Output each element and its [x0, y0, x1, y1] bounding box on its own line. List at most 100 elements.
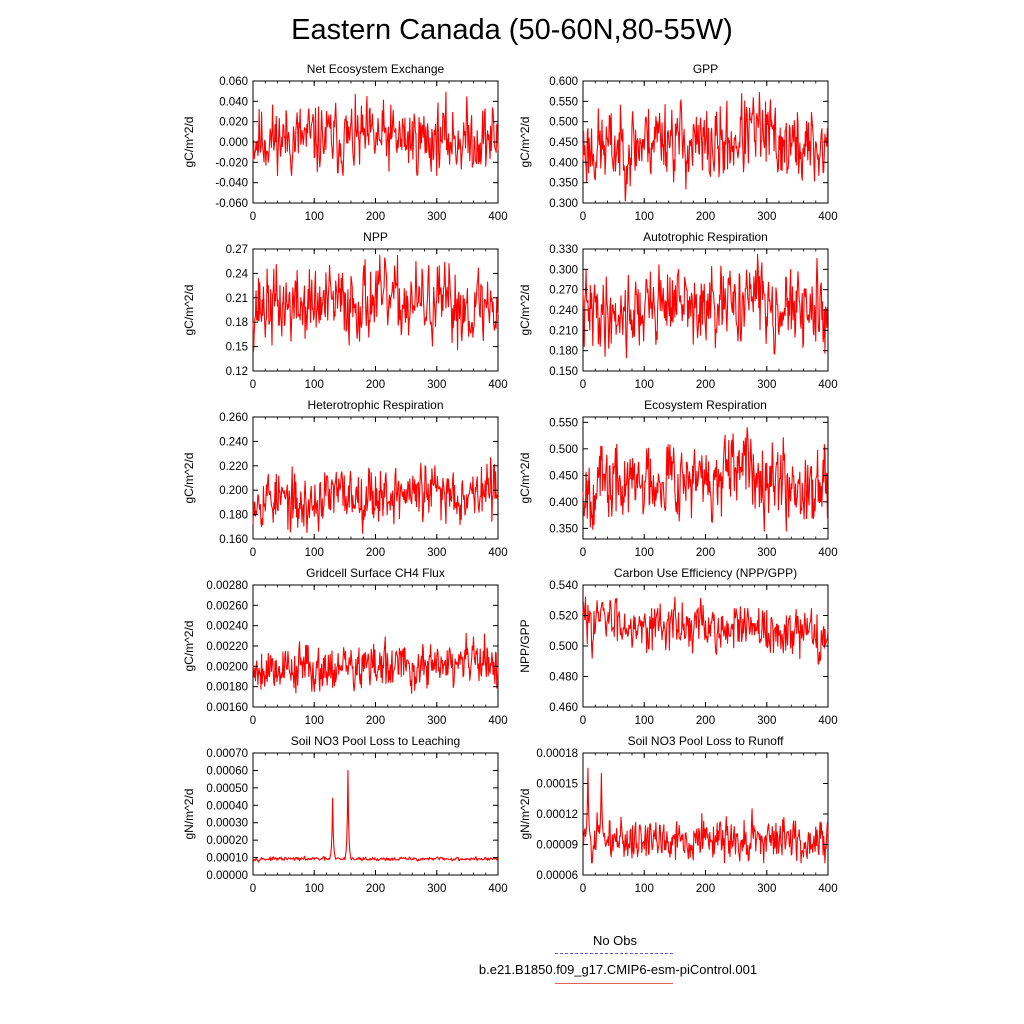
chart-5-xtick-label: 200 — [366, 547, 385, 559]
chart-8-title: Carbon Use Efficiency (NPP/GPP) — [614, 566, 797, 580]
chart-5-xtick-label: 100 — [305, 547, 324, 559]
chart-3-series-line — [252, 254, 499, 352]
chart-1-title: Net Ecosystem Exchange — [307, 62, 445, 76]
chart-7-ylabel: gC/m^2/d — [182, 621, 196, 672]
chart-2-ytick-label: 0.350 — [549, 178, 578, 190]
chart-7-frame — [252, 584, 499, 708]
chart-3-ytick-label: 0.27 — [226, 244, 248, 256]
chart-1-series-line — [252, 91, 499, 177]
chart-2-xtick-label: 400 — [818, 211, 837, 223]
chart-8-series-line — [582, 596, 829, 665]
chart-1-xtick-label: 200 — [366, 211, 385, 223]
chart-1-ytick-label: 0.020 — [219, 117, 248, 129]
chart-9-ytick-label: 0.00020 — [206, 835, 248, 847]
chart-1-xtick-label: 400 — [488, 211, 507, 223]
chart-6-xtick-label: 300 — [757, 547, 776, 559]
chart-4-ytick-label: 0.330 — [549, 244, 578, 256]
chart-10-frame — [582, 752, 829, 876]
chart-3-ytick-label: 0.12 — [226, 366, 248, 378]
chart-9-ytick-label: 0.00010 — [206, 853, 248, 865]
chart-6-xtick-label: 400 — [818, 547, 837, 559]
chart-9-ytick-label: 0.00070 — [206, 748, 248, 760]
chart-1-ytick-label: 0.060 — [219, 76, 248, 88]
chart-2-ytick-label: 0.500 — [549, 117, 578, 129]
chart-7-ytick-label: 0.00280 — [206, 580, 248, 592]
chart-2-xtick-label: 300 — [757, 211, 776, 223]
chart-2-xtick-label: 100 — [635, 211, 654, 223]
chart-3-xtick-label: 0 — [250, 379, 256, 391]
chart-5-ytick-label: 0.200 — [219, 485, 248, 497]
chart-8-xtick-label: 300 — [757, 715, 776, 727]
chart-7-xtick-label: 400 — [488, 715, 507, 727]
legend-label-model-run: b.e21.B1850.f09_g17.CMIP6-esm-piControl.… — [478, 962, 758, 977]
chart-10-ytick-label: 0.00012 — [536, 809, 578, 821]
chart-5-ytick-label: 0.260 — [219, 412, 248, 424]
chart-9-series-line — [252, 769, 499, 863]
chart-1-ylabel: gC/m^2/d — [182, 117, 196, 168]
chart-6-xtick-label: 100 — [635, 547, 654, 559]
chart-7-ytick-label: 0.00200 — [206, 661, 248, 673]
chart-5-xtick-label: 0 — [250, 547, 256, 559]
chart-6-ytick-label: 0.500 — [549, 444, 578, 456]
chart-9-frame — [252, 752, 499, 876]
chart-4-xtick-label: 400 — [818, 379, 837, 391]
chart-3-ytick-label: 0.18 — [226, 317, 248, 329]
chart-5-series-line — [252, 457, 499, 534]
chart-9-ytick-label: 0.00040 — [206, 800, 248, 812]
chart-8-ytick-label: 0.540 — [549, 580, 578, 592]
chart-1-ytick-label: -0.020 — [215, 157, 248, 169]
chart-2-ytick-label: 0.450 — [549, 137, 578, 149]
chart-2-ylabel: gC/m^2/d — [518, 117, 532, 168]
chart-9-xtick-label: 100 — [305, 883, 324, 895]
chart-3-ytick-label: 0.15 — [226, 342, 248, 354]
chart-8-ylabel: NPP/GPP — [518, 619, 532, 672]
chart-3-ytick-label: 0.21 — [226, 293, 248, 305]
chart-8-xtick-label: 100 — [635, 715, 654, 727]
chart-3-xtick-label: 100 — [305, 379, 324, 391]
chart-2-xtick-label: 200 — [696, 211, 715, 223]
chart-5-ytick-label: 0.220 — [219, 461, 248, 473]
legend-line-no-obs — [555, 953, 673, 954]
chart-7-series-line — [252, 632, 499, 694]
chart-8-ytick-label: 0.480 — [549, 672, 578, 684]
chart-6-series-line — [582, 427, 829, 532]
chart-8-ytick-label: 0.500 — [549, 641, 578, 653]
chart-3-ytick-label: 0.24 — [226, 268, 249, 280]
chart-3-xtick-label: 200 — [366, 379, 385, 391]
chart-7-xtick-label: 300 — [427, 715, 446, 727]
chart-4-ytick-label: 0.240 — [549, 305, 578, 317]
chart-6-ytick-label: 0.350 — [549, 523, 578, 535]
chart-9-ytick-label: 0.00030 — [206, 818, 248, 830]
chart-1-ytick-label: 0.040 — [219, 96, 248, 108]
chart-4-xtick-label: 200 — [696, 379, 715, 391]
chart-10-series-line — [582, 767, 829, 864]
chart-7-ytick-label: 0.00220 — [206, 641, 248, 653]
chart-4-title: Autotrophic Respiration — [643, 230, 768, 244]
chart-9-ylabel: gN/m^2/d — [182, 789, 196, 840]
chart-6-title: Ecosystem Respiration — [644, 398, 767, 412]
chart-2-ytick-label: 0.400 — [549, 157, 578, 169]
chart-10-xtick-label: 200 — [696, 883, 715, 895]
chart-5-ytick-label: 0.240 — [219, 436, 248, 448]
chart-10-ytick-label: 0.00006 — [536, 870, 578, 882]
chart-4-ytick-label: 0.210 — [549, 325, 578, 337]
chart-5-xtick-label: 300 — [427, 547, 446, 559]
chart-1-ytick-label: -0.060 — [215, 198, 248, 210]
chart-5-ytick-label: 0.160 — [219, 534, 248, 546]
legend-label-no-obs: No Obs — [592, 933, 638, 948]
chart-5-ylabel: gC/m^2/d — [182, 453, 196, 504]
chart-6-ytick-label: 0.400 — [549, 497, 578, 509]
chart-2-xtick-label: 0 — [580, 211, 586, 223]
chart-3-ylabel: gC/m^2/d — [182, 285, 196, 336]
chart-6-xtick-label: 200 — [696, 547, 715, 559]
chart-5-title: Heterotrophic Respiration — [307, 398, 443, 412]
chart-4-ytick-label: 0.300 — [549, 264, 578, 276]
chart-10-xtick-label: 300 — [757, 883, 776, 895]
chart-5-xtick-label: 400 — [488, 547, 507, 559]
chart-7-ytick-label: 0.00180 — [206, 682, 248, 694]
chart-4-series-line — [582, 253, 829, 359]
chart-6-ytick-label: 0.550 — [549, 417, 578, 429]
chart-7-xtick-label: 200 — [366, 715, 385, 727]
chart-4-ytick-label: 0.150 — [549, 366, 578, 378]
